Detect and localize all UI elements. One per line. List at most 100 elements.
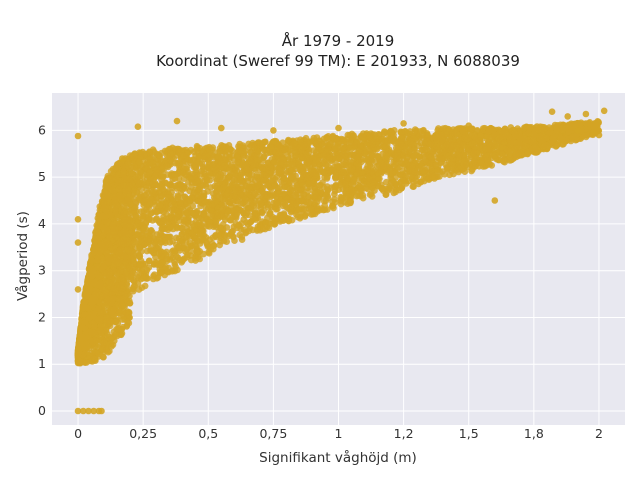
data-point — [140, 192, 148, 199]
data-point — [474, 127, 481, 134]
data-point — [312, 156, 320, 164]
data-point — [488, 134, 495, 141]
data-point — [347, 198, 355, 205]
data-point — [220, 237, 228, 245]
data-point — [288, 207, 296, 215]
data-point — [158, 176, 165, 183]
data-point — [128, 170, 135, 177]
data-point — [383, 168, 391, 175]
data-point — [136, 252, 144, 260]
data-point — [171, 216, 179, 223]
data-point — [175, 211, 182, 219]
data-point — [532, 144, 540, 152]
data-point — [209, 144, 217, 151]
data-point — [171, 171, 179, 178]
data-point — [399, 143, 406, 150]
data-point — [327, 140, 334, 147]
data-point — [258, 209, 266, 217]
data-point — [218, 201, 225, 209]
data-point — [407, 139, 415, 147]
data-point — [262, 138, 269, 146]
data-point — [146, 149, 153, 156]
data-point — [450, 170, 457, 178]
data-point — [157, 269, 165, 276]
data-point — [321, 202, 329, 209]
data-point — [230, 176, 238, 183]
data-point — [262, 194, 269, 201]
data-point — [214, 212, 221, 220]
data-point — [139, 214, 147, 222]
data-point — [132, 212, 140, 220]
data-point — [135, 286, 143, 293]
data-point — [477, 159, 485, 166]
data-point — [436, 154, 443, 162]
data-point — [419, 131, 426, 139]
data-point — [143, 201, 151, 209]
data-point — [145, 214, 152, 221]
data-point — [167, 151, 175, 159]
chart-title-line2: Koordinat (Sweref 99 TM): E 201933, N 60… — [156, 52, 520, 70]
data-point — [217, 225, 224, 232]
data-point — [189, 202, 197, 210]
data-point — [381, 143, 389, 151]
data-point — [207, 172, 214, 180]
data-point — [219, 143, 227, 150]
data-point — [236, 147, 244, 155]
data-point — [401, 148, 409, 156]
data-point — [146, 257, 153, 265]
data-point — [432, 161, 440, 169]
data-point — [595, 119, 602, 126]
data-point — [187, 175, 195, 183]
data-point — [292, 152, 300, 159]
data-point — [197, 202, 204, 210]
data-point — [412, 177, 420, 185]
data-point — [293, 201, 300, 208]
data-point — [360, 134, 368, 142]
data-point — [324, 194, 332, 202]
data-point — [209, 234, 217, 241]
data-point — [307, 205, 315, 213]
data-point — [426, 140, 434, 148]
data-point — [229, 213, 236, 221]
data-point — [305, 193, 312, 200]
data-point — [253, 172, 260, 179]
data-point — [434, 127, 442, 134]
data-point — [228, 162, 235, 169]
data-point — [148, 159, 156, 167]
data-point — [438, 131, 445, 139]
data-point — [244, 221, 252, 228]
data-point — [399, 167, 406, 175]
data-point — [139, 275, 147, 282]
data-point — [137, 236, 145, 243]
data-point — [408, 167, 416, 175]
data-point — [365, 140, 373, 147]
data-point — [491, 151, 499, 159]
data-point — [261, 153, 268, 160]
data-point — [257, 199, 265, 207]
data-point — [389, 170, 396, 177]
data-point — [427, 147, 434, 154]
data-point — [150, 275, 157, 283]
data-point — [205, 201, 212, 209]
data-point — [134, 274, 142, 282]
data-point — [198, 160, 206, 168]
data-point — [190, 148, 198, 156]
data-point — [153, 231, 160, 238]
data-point — [488, 162, 496, 169]
data-point — [418, 162, 425, 170]
data-point — [416, 153, 424, 160]
data-point — [411, 146, 418, 153]
data-point — [333, 171, 340, 178]
data-point — [279, 139, 287, 146]
data-point — [153, 194, 160, 202]
data-point — [185, 220, 192, 227]
data-point — [131, 162, 138, 170]
data-point — [156, 261, 163, 268]
data-point — [359, 192, 367, 199]
data-point — [446, 134, 453, 142]
data-point — [214, 153, 222, 160]
data-point — [434, 167, 441, 174]
data-point — [147, 247, 154, 254]
data-point — [176, 160, 183, 168]
data-point — [162, 204, 170, 212]
